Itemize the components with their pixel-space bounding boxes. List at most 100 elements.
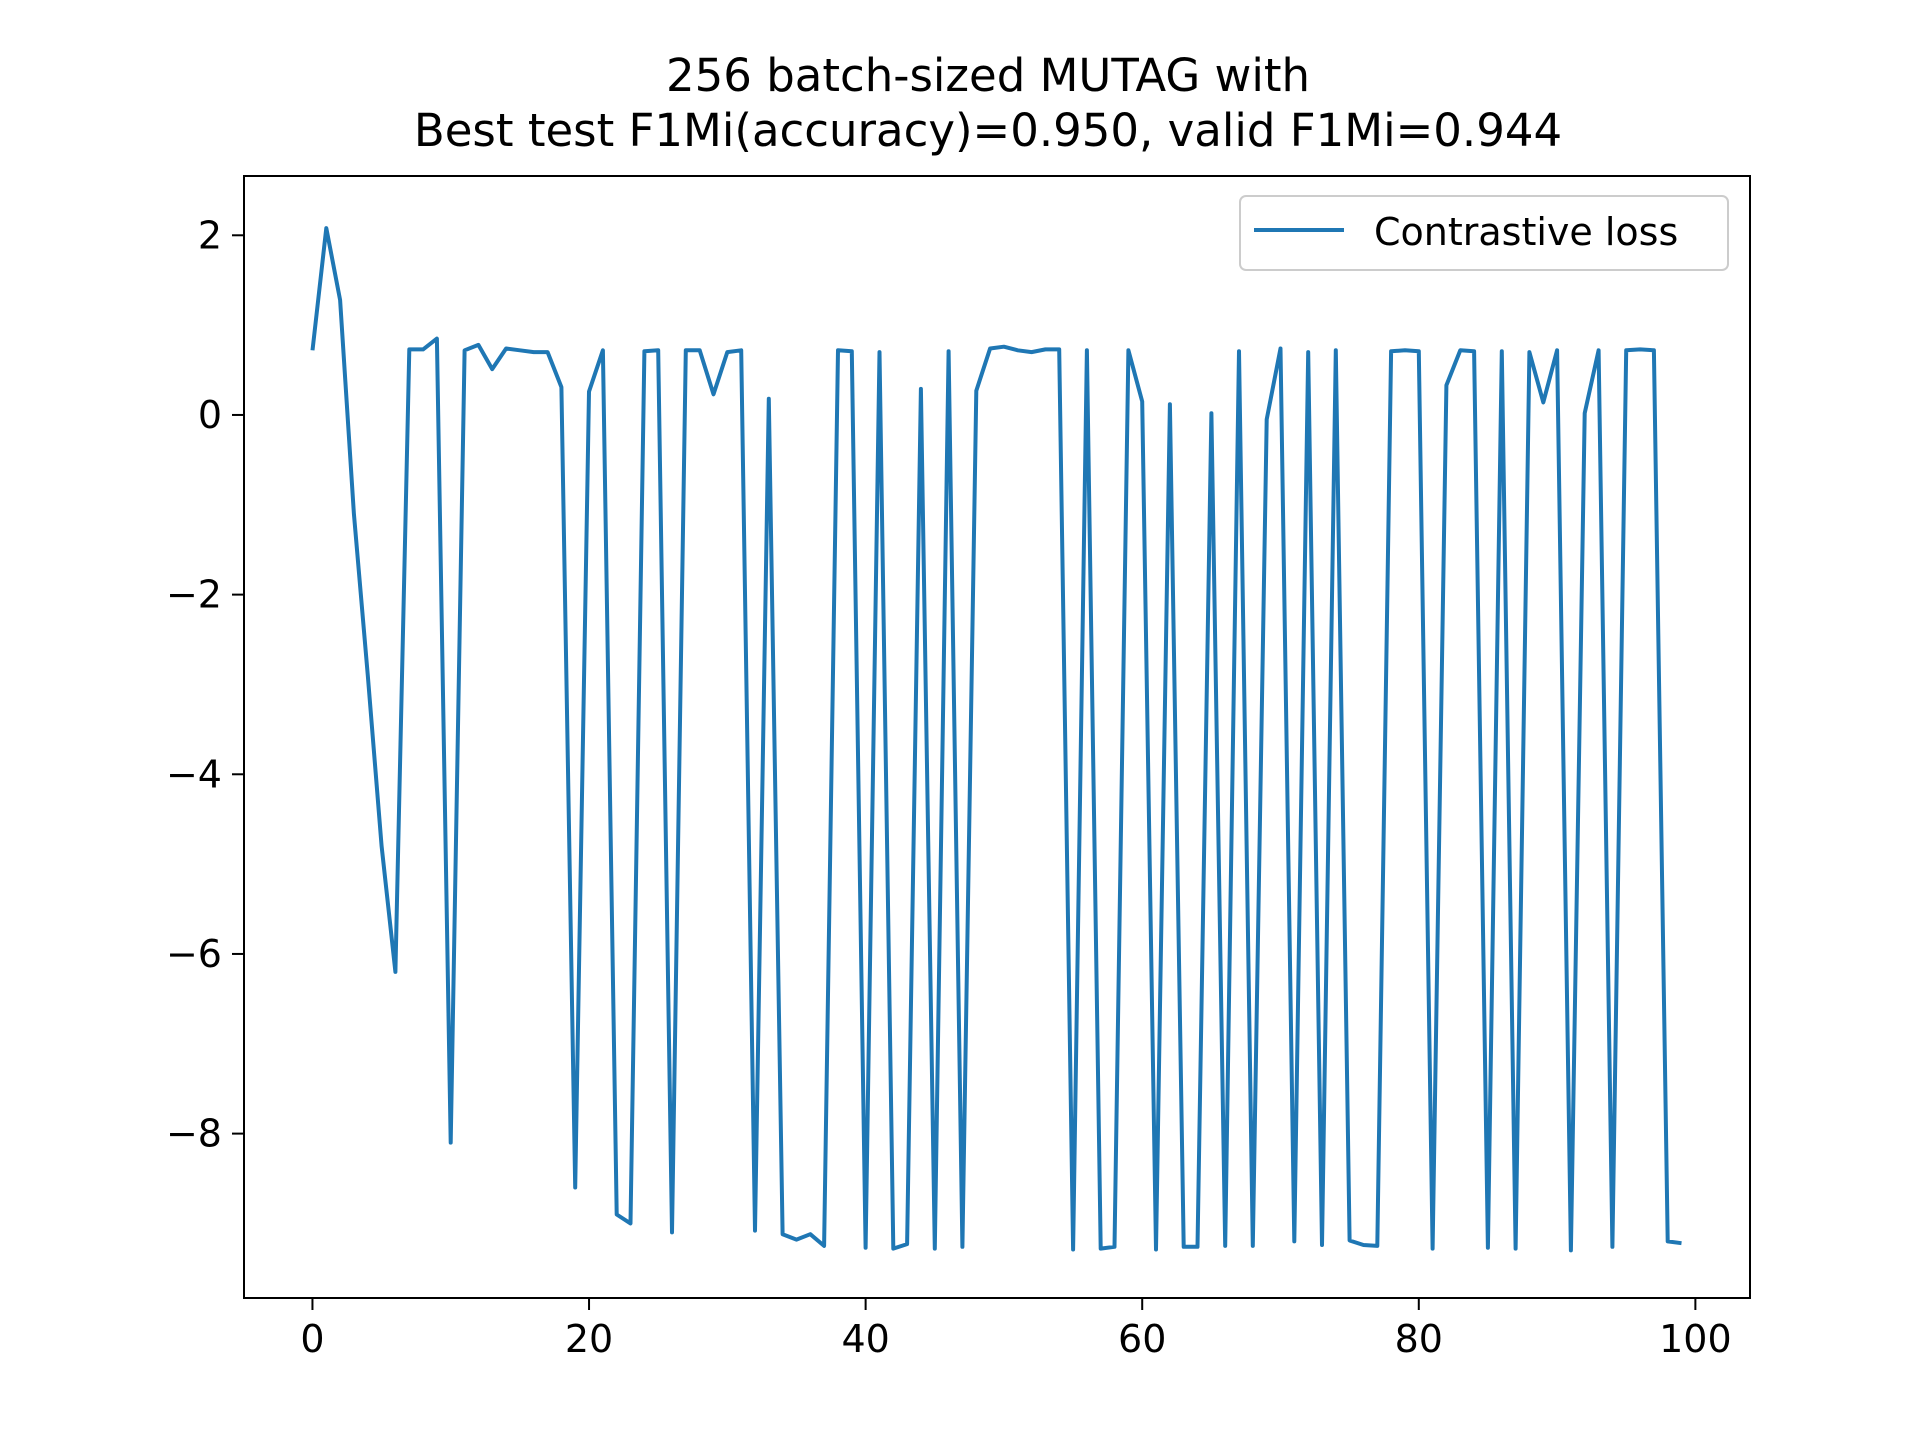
data-point	[1225, 1245, 1226, 1246]
data-point	[1086, 350, 1087, 351]
data-point	[589, 391, 590, 392]
data-point	[1653, 350, 1654, 351]
data-point	[1017, 350, 1018, 351]
data-point	[644, 351, 645, 352]
x-tick-label: 100	[1659, 1317, 1732, 1361]
x-tick-label: 20	[565, 1317, 613, 1361]
data-point	[353, 513, 354, 514]
data-point	[1142, 401, 1143, 402]
data-point	[1335, 350, 1336, 351]
data-point	[838, 350, 839, 351]
data-point	[1183, 1246, 1184, 1247]
data-point	[326, 228, 327, 229]
data-point	[1211, 413, 1212, 414]
data-point	[1501, 351, 1502, 352]
chart-title-line-2: Best test F1Mi(accuracy)=0.950, valid F1…	[414, 104, 1562, 157]
data-point	[630, 1223, 631, 1224]
data-point	[1045, 349, 1046, 350]
data-point	[1626, 350, 1627, 351]
x-tick-label: 40	[841, 1317, 889, 1361]
data-point	[1114, 1246, 1115, 1247]
data-point	[409, 349, 410, 350]
y-tick-label: −4	[166, 752, 222, 796]
data-point	[990, 348, 991, 349]
data-point	[1432, 1248, 1433, 1249]
plot-frame	[243, 175, 1751, 1299]
data-point	[1570, 1250, 1571, 1251]
data-point	[1031, 352, 1032, 353]
data-point	[920, 388, 921, 389]
data-point	[575, 1187, 576, 1188]
data-point	[1003, 346, 1004, 347]
data-point	[519, 350, 520, 351]
data-point	[1266, 419, 1267, 420]
data-point	[796, 1239, 797, 1240]
y-tick-label: 0	[198, 393, 222, 437]
data-point	[478, 344, 479, 345]
data-point	[962, 1246, 963, 1247]
data-point	[450, 1142, 451, 1143]
data-point	[741, 350, 742, 351]
data-point	[340, 300, 341, 301]
data-point	[907, 1244, 908, 1245]
data-point	[851, 351, 852, 352]
y-tick-label: −6	[166, 932, 222, 976]
data-point	[547, 352, 548, 353]
data-point	[1557, 350, 1558, 351]
data-point	[1059, 349, 1060, 350]
data-point	[1239, 351, 1240, 352]
y-tick-label: −2	[166, 573, 222, 617]
data-point	[976, 390, 977, 391]
data-point	[1529, 352, 1530, 353]
data-point	[1252, 1245, 1253, 1246]
data-point	[727, 352, 728, 353]
x-axis: 0 20 40 60 80 100	[300, 1298, 1732, 1361]
data-point	[533, 352, 534, 353]
data-point	[423, 349, 424, 350]
data-point	[1446, 385, 1447, 386]
y-tick-label: 2	[198, 213, 222, 257]
data-point	[1543, 402, 1544, 403]
series-line-contrastive-loss	[310, 226, 1682, 1253]
chart-title-line-1: 256 batch-sized MUTAG with	[666, 49, 1310, 102]
data-point	[1197, 1246, 1198, 1247]
data-point	[672, 1232, 673, 1233]
data-point	[948, 351, 949, 352]
data-point	[879, 352, 880, 353]
x-tick-label: 80	[1395, 1317, 1443, 1361]
data-point	[616, 1214, 617, 1215]
data-point	[1280, 348, 1281, 349]
data-point	[492, 369, 493, 370]
data-point	[1363, 1245, 1364, 1246]
data-point	[755, 1230, 756, 1231]
data-point	[1515, 1248, 1516, 1249]
data-point	[1460, 350, 1461, 351]
x-tick-label: 0	[300, 1317, 324, 1361]
data-point	[395, 971, 396, 972]
data-point	[1405, 350, 1406, 351]
data-point	[381, 846, 382, 847]
data-point	[1156, 1249, 1157, 1250]
data-point	[1474, 351, 1475, 352]
data-point	[810, 1234, 811, 1235]
data-point	[893, 1248, 894, 1249]
y-axis: 2 0 −2 −4 −6 −8	[166, 213, 244, 1156]
data-point	[1349, 1240, 1350, 1241]
data-point	[464, 350, 465, 351]
data-point	[602, 350, 603, 351]
data-point	[685, 350, 686, 351]
data-point	[1584, 413, 1585, 414]
data-point	[1391, 351, 1392, 352]
data-point	[1487, 1247, 1488, 1248]
data-point	[1598, 350, 1599, 351]
legend-box	[1239, 195, 1729, 271]
data-point	[1128, 350, 1129, 351]
data-point	[699, 350, 700, 351]
data-point	[1612, 1246, 1613, 1247]
data-point	[865, 1247, 866, 1248]
data-point	[1100, 1248, 1101, 1249]
data-point	[713, 394, 714, 395]
data-point	[506, 348, 507, 349]
